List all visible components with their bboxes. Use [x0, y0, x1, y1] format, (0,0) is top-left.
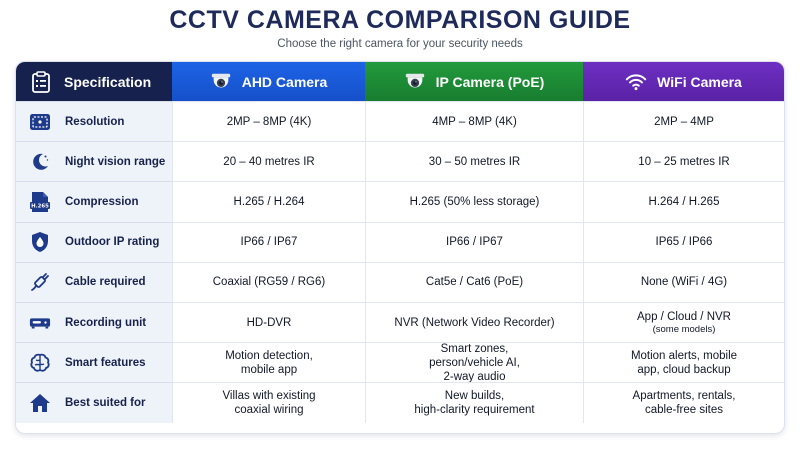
row-label-smart-features: Smart features: [16, 342, 172, 383]
moon-icon: [29, 151, 51, 173]
resolution-icon: [29, 111, 51, 133]
row-label-resolution: Resolution: [16, 101, 172, 142]
cell-ip-night-vision: 30 – 50 metres IR: [365, 141, 583, 182]
clipboard-icon: [30, 70, 52, 93]
row-label-best-suited: Best suited for: [16, 382, 172, 423]
cell-wifi-best-suited: Apartments, rentals, cable-free sites: [583, 382, 784, 423]
svg-text:H.265: H.265: [31, 204, 49, 210]
comparison-table: Specification AHD Camera IP Camera (PoE)…: [15, 61, 785, 434]
water-drop-shield-icon: [29, 231, 51, 253]
header-wifi-label: WiFi Camera: [657, 73, 742, 90]
dome-camera-icon: [404, 71, 426, 93]
cell-wifi-compression: H.264 / H.265: [583, 181, 784, 222]
cell-ip-ip-rating: IP66 / IP67: [365, 221, 583, 262]
wifi-icon: [625, 71, 647, 93]
cell-wifi-recording-unit: App / Cloud / NVR (some models): [583, 301, 784, 343]
page-subtitle: Choose the right camera for your securit…: [277, 38, 523, 50]
cell-wifi-resolution: 2MP – 4MP: [583, 101, 784, 142]
cell-ahd-cable: Coaxial (RG59 / RG6): [172, 261, 365, 302]
header-ip-label: IP Camera (PoE): [435, 73, 545, 90]
cell-ahd-ip-rating: IP66 / IP67: [172, 221, 365, 262]
cell-ip-resolution: 4MP – 8MP (4K): [365, 101, 583, 142]
cell-wifi-ip-rating: IP65 / IP66: [583, 221, 784, 262]
header-ahd-camera: AHD Camera: [172, 62, 365, 101]
dome-camera-icon: [210, 71, 232, 93]
row-label-recording-unit: Recording unit: [16, 301, 172, 343]
cell-ip-cable: Cat5e / Cat6 (PoE): [365, 261, 583, 302]
cell-wifi-cable: None (WiFi / 4G): [583, 261, 784, 302]
home-icon: [29, 392, 51, 414]
cell-ip-recording-unit: NVR (Network Video Recorder): [365, 301, 583, 343]
cell-ip-compression: H.265 (50% less storage): [365, 181, 583, 222]
cell-ip-best-suited: New builds, high-clarity requirement: [365, 382, 583, 423]
file-h265-icon: H.265: [29, 191, 51, 213]
header-ip-camera: IP Camera (PoE): [365, 62, 583, 101]
header-spec-label: Specification: [64, 73, 152, 90]
header-wifi-camera: WiFi Camera: [583, 62, 784, 101]
wifi-recording-note: (some models): [652, 324, 716, 336]
cell-ahd-recording-unit: HD-DVR: [172, 301, 365, 343]
row-label-ip-rating: Outdoor IP rating: [16, 221, 172, 262]
cell-wifi-night-vision: 10 – 25 metres IR: [583, 141, 784, 182]
cable-icon: [29, 271, 51, 293]
header-specification: Specification: [16, 62, 172, 101]
row-label-night-vision: Night vision range: [16, 141, 172, 182]
row-label-cable: Cable required: [16, 261, 172, 302]
cell-ahd-night-vision: 20 – 40 metres IR: [172, 141, 365, 182]
cell-ahd-resolution: 2MP – 8MP (4K): [172, 101, 365, 142]
row-label-compression: H.265 Compression: [16, 181, 172, 222]
cell-ahd-smart-features: Motion detection, mobile app: [172, 342, 365, 383]
cell-wifi-smart-features: Motion alerts, mobile app, cloud backup: [583, 342, 784, 383]
brain-icon: [29, 352, 51, 374]
recorder-icon: [29, 312, 51, 334]
cell-ip-smart-features: Smart zones, person/vehicle AI, 2-way au…: [365, 342, 583, 383]
cell-ahd-compression: H.265 / H.264: [172, 181, 365, 222]
cell-ahd-best-suited: Villas with existing coaxial wiring: [172, 382, 365, 423]
header-ahd-label: AHD Camera: [241, 73, 328, 90]
page-title: CCTV CAMERA COMPARISON GUIDE: [169, 6, 631, 34]
